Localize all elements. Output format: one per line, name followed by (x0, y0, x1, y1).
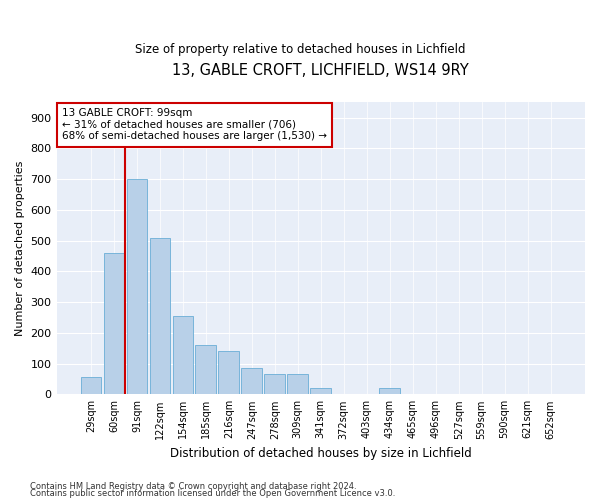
Bar (104, 253, 124, 394)
Bar (127, 179, 147, 394)
Text: Size of property relative to detached houses in Lichfield: Size of property relative to detached ho… (135, 42, 465, 56)
Text: Contains HM Land Registry data © Crown copyright and database right 2024.: Contains HM Land Registry data © Crown c… (30, 482, 356, 491)
Bar (379, 388, 400, 394)
Bar (265, 374, 285, 394)
Bar (196, 345, 216, 395)
Bar (173, 316, 193, 394)
Bar (149, 238, 170, 394)
Text: Contains public sector information licensed under the Open Government Licence v3: Contains public sector information licen… (30, 490, 395, 498)
Bar (310, 388, 331, 394)
Bar (287, 374, 308, 394)
Bar (218, 352, 239, 395)
Y-axis label: Number of detached properties: Number of detached properties (15, 160, 25, 336)
Bar (241, 368, 262, 394)
X-axis label: Distribution of detached houses by size in Lichfield: Distribution of detached houses by size … (170, 447, 472, 460)
Title: 13, GABLE CROFT, LICHFIELD, WS14 9RY: 13, GABLE CROFT, LICHFIELD, WS14 9RY (172, 62, 469, 78)
Text: 13 GABLE CROFT: 99sqm
← 31% of detached houses are smaller (706)
68% of semi-det: 13 GABLE CROFT: 99sqm ← 31% of detached … (62, 108, 327, 142)
Bar (80, 378, 101, 394)
